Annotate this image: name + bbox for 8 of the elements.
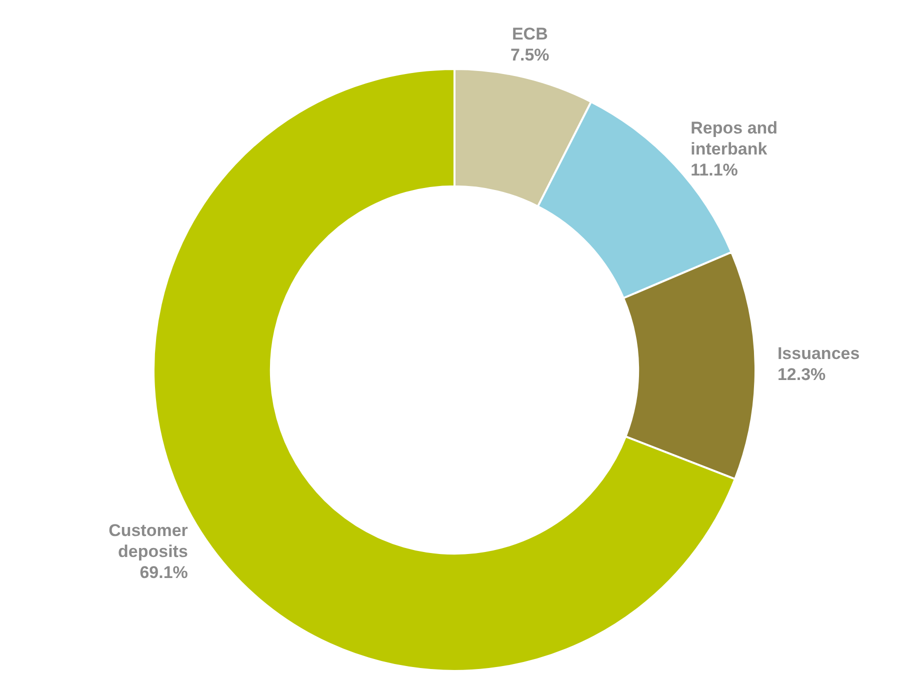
slice-label: Issuances <box>777 344 860 364</box>
data-label: 12.3% <box>777 365 826 384</box>
data-label: 7.5% <box>510 46 550 65</box>
slice-label: Customer deposits <box>108 521 188 562</box>
slice-label: Repos and interbank <box>690 118 778 158</box>
data-label: 11.1% <box>690 160 738 180</box>
data-label: 69.1% <box>140 563 188 582</box>
slice-label: ECB <box>512 24 548 44</box>
